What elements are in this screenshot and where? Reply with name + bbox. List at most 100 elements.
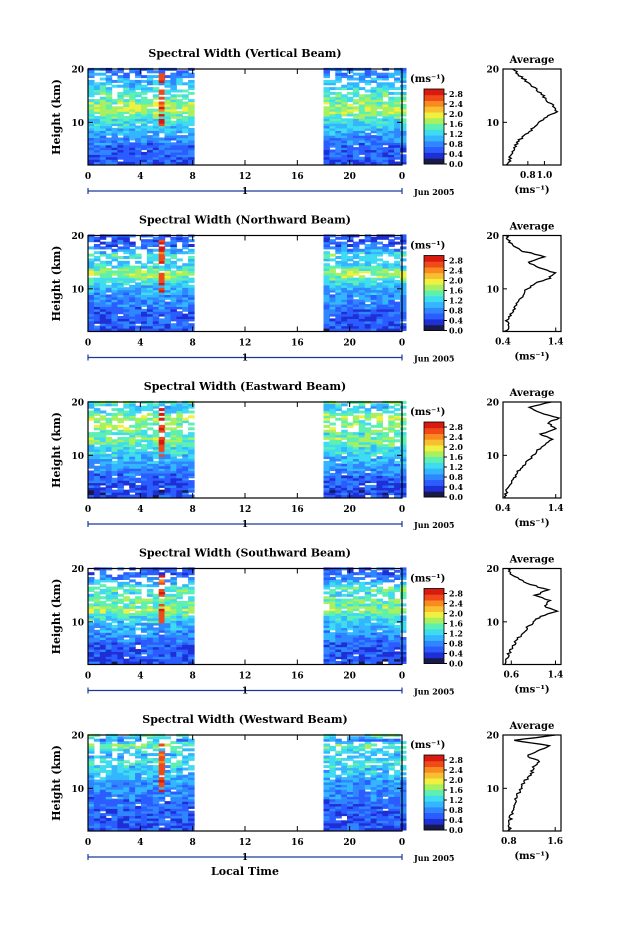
heatmap-cell [152,463,160,467]
heatmap-cell [188,577,195,580]
heatmap-cell [400,296,407,300]
heatmap-cell [352,260,360,264]
heatmap-cell [88,444,95,448]
heatmap-cell [329,572,336,576]
heatmap-cell [335,280,342,283]
heatmap-cell [347,299,354,303]
heatmap-cell [182,470,189,474]
heatmap-cell [170,277,177,281]
heatmap-cell [129,584,136,588]
heatmap-cell [164,653,171,657]
heatmap-cell [323,598,330,602]
heatmap-cell [376,118,383,122]
heatmap-cell [152,429,160,433]
heatmap-cell [364,463,372,467]
x-tick-label: 0 [399,672,405,682]
heatmap-cell [141,815,148,819]
heatmap-cell [323,308,330,312]
heatmap-cell [394,451,401,455]
heatmap-cell [146,589,154,592]
heatmap-cell [370,439,378,443]
heatmap-cell [400,427,407,431]
heatmap-cell [164,248,171,252]
heatmap-cell [88,651,95,655]
heatmap-cell [88,318,95,322]
heatmap-cell [105,492,113,496]
heatmap-cell [158,637,166,640]
heatmap-cell [182,137,189,141]
heatmap-cell [388,301,395,305]
heatmap-cell [129,111,136,115]
heatmap-cell [394,434,401,438]
heatmap-cell [123,313,130,317]
heatmap-cell [158,296,166,300]
heatmap-cell [176,596,183,600]
heatmap-cell [188,151,195,155]
heatmap-cell [394,147,401,151]
heatmap-cell [88,596,95,600]
average-x-label: (ms⁻¹) [514,685,549,696]
heatmap-cell [364,458,372,462]
heatmap-cell [170,446,177,450]
heatmap-cell [99,649,107,652]
heatmap-cell [164,75,171,79]
heatmap-cell [88,239,95,243]
heatmap-cell [358,482,366,486]
heatmap-cell [88,805,95,809]
heatmap-cell [323,115,330,119]
heatmap-cell [341,144,348,148]
heatmap-cell [352,468,360,472]
heatmap-cell [152,311,160,315]
heatmap-cell [111,825,118,829]
heatmap-cell [117,822,124,826]
heatmap-cell [188,244,195,247]
heatmap-cell [176,651,183,655]
heatmap-cell [394,475,401,479]
heatmap-cell [111,639,118,643]
heatmap-cell [158,810,166,814]
heatmap-cell [88,625,95,628]
heatmap-cell [111,646,118,650]
heatmap-cell [347,410,354,414]
heatmap-cell [400,400,407,404]
heatmap-cell [188,280,195,283]
heatmap-cell [323,613,330,616]
heatmap-cell [117,815,124,819]
heatmap-cell [129,589,136,592]
heatmap-cell [164,103,171,107]
y-tick-label: 10 [71,119,84,129]
heatmap-cell [123,301,130,305]
heatmap-cell [146,620,154,624]
heatmap-cell [364,244,372,247]
heatmap-cell [88,246,95,250]
heatmap-cell [146,656,154,660]
heatmap-cell [376,598,383,602]
heatmap-cell [129,608,136,612]
heatmap-cell [388,115,395,119]
heatmap-cell [182,572,189,576]
heatmap-cell [323,441,330,445]
heatmap-cell [105,429,113,433]
heatmap-cell [93,287,101,291]
heatmap-cell [182,441,189,445]
heatmap-cell [129,268,136,271]
heatmap-cell [176,444,183,448]
heatmap-cell [152,627,160,631]
heatmap-cell [99,489,107,493]
colorbar-swatch [424,588,444,595]
heatmap-cell [323,634,330,638]
heatmap-cell [111,444,118,448]
heatmap-cell [388,239,395,243]
heatmap-cell [352,617,360,621]
heatmap-cell [135,653,142,657]
heatmap-cell [394,125,401,129]
heatmap-cell [352,325,360,329]
heatmap-cell [182,70,189,74]
heatmap-cell [129,822,136,826]
heatmap-cell [382,480,389,484]
heatmap-cell [111,577,118,580]
heatmap-cell [99,72,107,76]
heatmap-cell [335,475,342,479]
heatmap-cell [182,96,189,100]
heatmap-cell [329,632,336,636]
